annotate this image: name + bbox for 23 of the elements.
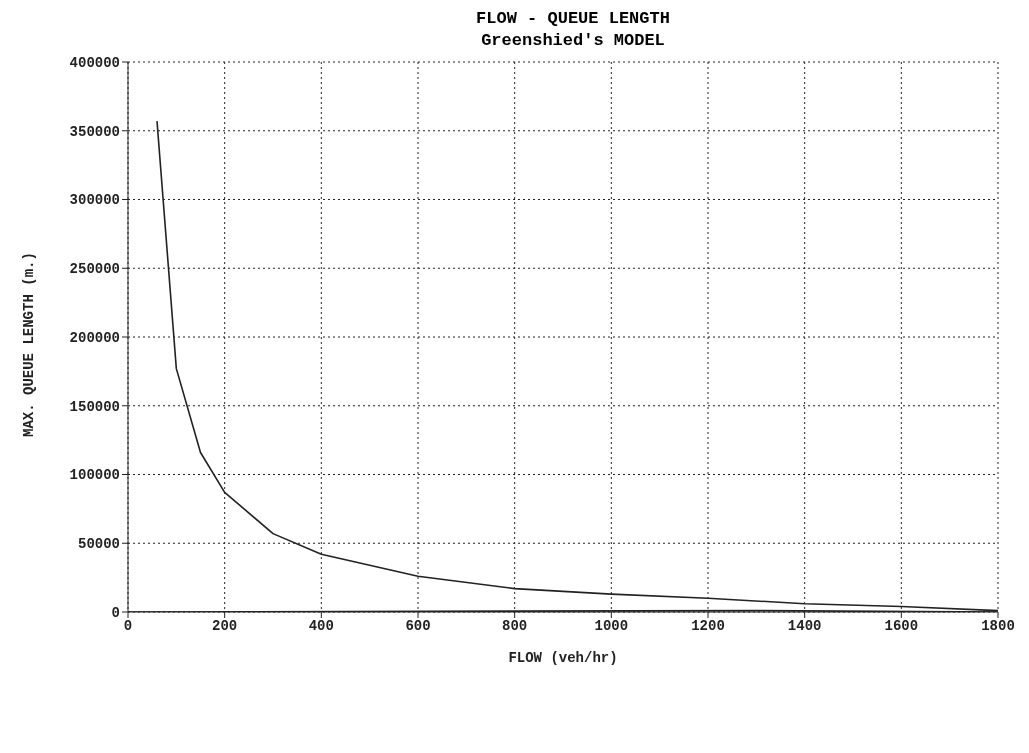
y-tick-label: 50000 xyxy=(77,536,120,553)
x-tick-label: 800 xyxy=(502,617,528,634)
x-tick-label: 1000 xyxy=(594,617,629,634)
x-tick-label: 1800 xyxy=(981,617,1015,634)
y-tick-label: 150000 xyxy=(69,398,120,415)
x-tick-label: 400 xyxy=(308,617,334,634)
x-tick-label: 1200 xyxy=(691,617,725,634)
x-tick-label: 200 xyxy=(212,617,238,634)
chart-subtitle: Greenshied's MODEL xyxy=(480,30,666,52)
y-axis-title: MAX. QUEUE LENGTH (m.) xyxy=(20,252,37,437)
chart-title: FLOW - QUEUE LENGTH xyxy=(475,8,671,30)
x-tick-label: 0 xyxy=(123,617,133,634)
y-tick-label: 400000 xyxy=(69,54,120,71)
y-tick-label: 0 xyxy=(111,604,120,621)
y-tick-label: 100000 xyxy=(69,467,120,484)
y-tick-label: 200000 xyxy=(69,329,120,346)
y-tick-label: 300000 xyxy=(69,192,120,209)
x-axis-title: FLOW (veh/hr) xyxy=(508,650,618,666)
x-tick-label: 1600 xyxy=(884,617,919,634)
x-tick-label: 600 xyxy=(405,617,431,634)
y-tick-label: 350000 xyxy=(69,123,120,140)
x-tick-label: 1400 xyxy=(787,617,822,634)
y-tick-label: 250000 xyxy=(69,261,120,278)
